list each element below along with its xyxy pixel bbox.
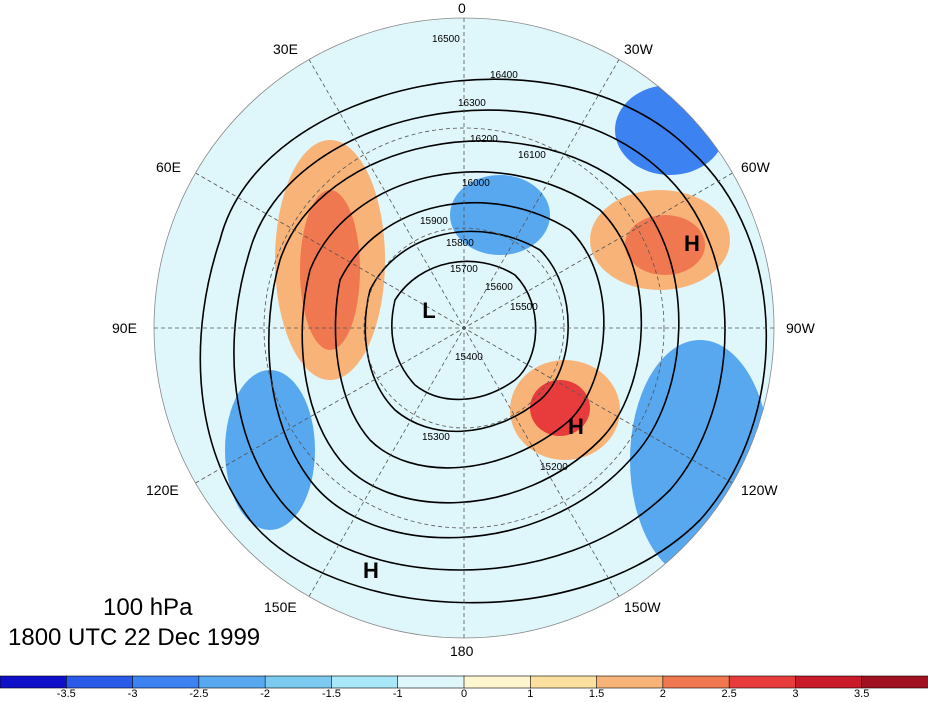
colorbar-tick-label: -1.5 xyxy=(321,688,341,700)
contour-label: 15400 xyxy=(455,352,483,363)
contour-label: 15200 xyxy=(540,462,568,473)
colorbar-swatch xyxy=(728,675,797,689)
contour-label: 16000 xyxy=(462,178,490,189)
negative-anomaly xyxy=(450,175,550,255)
contour-line xyxy=(199,78,768,604)
lon-label-90e: 90E xyxy=(112,320,137,336)
colorbar-tick-label: -3.5 xyxy=(56,688,76,700)
lon-label-60w: 60W xyxy=(741,159,770,175)
valid-time-title: 1800 UTC 22 Dec 1999 xyxy=(8,624,261,651)
negative-anomaly xyxy=(225,370,315,530)
lon-label-150e: 150E xyxy=(264,599,297,615)
lon-label-120w: 120W xyxy=(741,482,778,498)
lon-label-120e: 120E xyxy=(146,482,179,498)
colorbar-swatch xyxy=(132,675,200,689)
contour-label: 15700 xyxy=(450,264,478,275)
negative-anomaly xyxy=(615,85,725,175)
contour-label: 15600 xyxy=(485,282,513,293)
pressure-center-marker: H xyxy=(684,231,700,256)
colorbar-tick-label: 2.5 xyxy=(721,688,737,700)
pressure-center-marker: H xyxy=(363,558,379,583)
colorbar xyxy=(0,675,928,689)
pressure-level-title: 100 hPa xyxy=(103,594,193,621)
colorbar-swatch xyxy=(198,675,266,689)
contour-label: 16300 xyxy=(458,98,486,109)
contour-line xyxy=(301,171,643,504)
lon-label-180: 180 xyxy=(450,643,474,659)
colorbar-swatch xyxy=(529,675,598,689)
contour-label: 15900 xyxy=(420,216,448,227)
lon-label-0: 0 xyxy=(458,0,466,16)
contour-line xyxy=(233,109,726,571)
colorbar-swatch xyxy=(0,675,68,689)
colorbar-tick-label: -2 xyxy=(260,688,271,700)
contour-line xyxy=(391,260,537,401)
lon-label-30w: 30W xyxy=(624,41,653,57)
lon-label-150w: 150W xyxy=(624,599,661,615)
colorbar-swatch xyxy=(331,675,399,689)
pressure-center-marker: L xyxy=(422,298,435,323)
colorbar-swatch xyxy=(65,675,134,689)
contour-label: 15300 xyxy=(422,432,450,443)
colorbar-tick-label: -3 xyxy=(127,688,138,700)
lon-label-30e: 30E xyxy=(273,41,298,57)
colorbar-swatch xyxy=(264,675,333,689)
contour-label: 16400 xyxy=(490,70,518,81)
colorbar-tick-label: -1 xyxy=(392,688,403,700)
colorbar-tick-label: 0 xyxy=(460,688,468,700)
graticule xyxy=(154,18,774,638)
contour-label: 16200 xyxy=(470,134,498,145)
contour-line xyxy=(268,140,680,539)
contour-line xyxy=(364,230,569,433)
colorbar-swatch xyxy=(795,675,863,689)
contour-label: 16500 xyxy=(432,34,460,45)
contour-label: 16100 xyxy=(518,150,546,161)
positive-anomaly xyxy=(300,190,360,350)
pressure-centers: L H H H xyxy=(363,231,700,583)
pressure-center-marker: H xyxy=(568,414,584,439)
lon-label-60e: 60E xyxy=(156,159,181,175)
colorbar-tick-label: 1.5 xyxy=(588,688,605,700)
colorbar-tick-label: 2 xyxy=(659,688,666,700)
contour-label: 15500 xyxy=(510,302,538,313)
colorbar-tick-label: 3 xyxy=(792,688,799,700)
colorbar-swatch xyxy=(397,675,465,689)
contour-line xyxy=(334,202,605,469)
colorbar-tick-label: 1 xyxy=(527,688,534,700)
map-border xyxy=(153,17,775,639)
negative-anomaly xyxy=(630,340,770,580)
colorbar-tick-label: -2.5 xyxy=(189,688,209,700)
colorbar-swatch xyxy=(861,675,928,689)
height-contours xyxy=(199,78,768,604)
colorbar-swatch xyxy=(596,675,664,689)
contour-label: 15800 xyxy=(446,238,474,249)
lon-label-90w: 90W xyxy=(786,320,815,336)
colorbar-tick-label: 3.5 xyxy=(854,688,870,700)
colorbar-swatch xyxy=(463,675,532,689)
colorbar-swatch xyxy=(662,675,730,689)
